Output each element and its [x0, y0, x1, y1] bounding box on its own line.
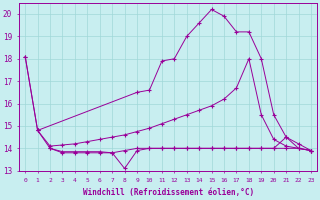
X-axis label: Windchill (Refroidissement éolien,°C): Windchill (Refroidissement éolien,°C) — [83, 188, 254, 197]
